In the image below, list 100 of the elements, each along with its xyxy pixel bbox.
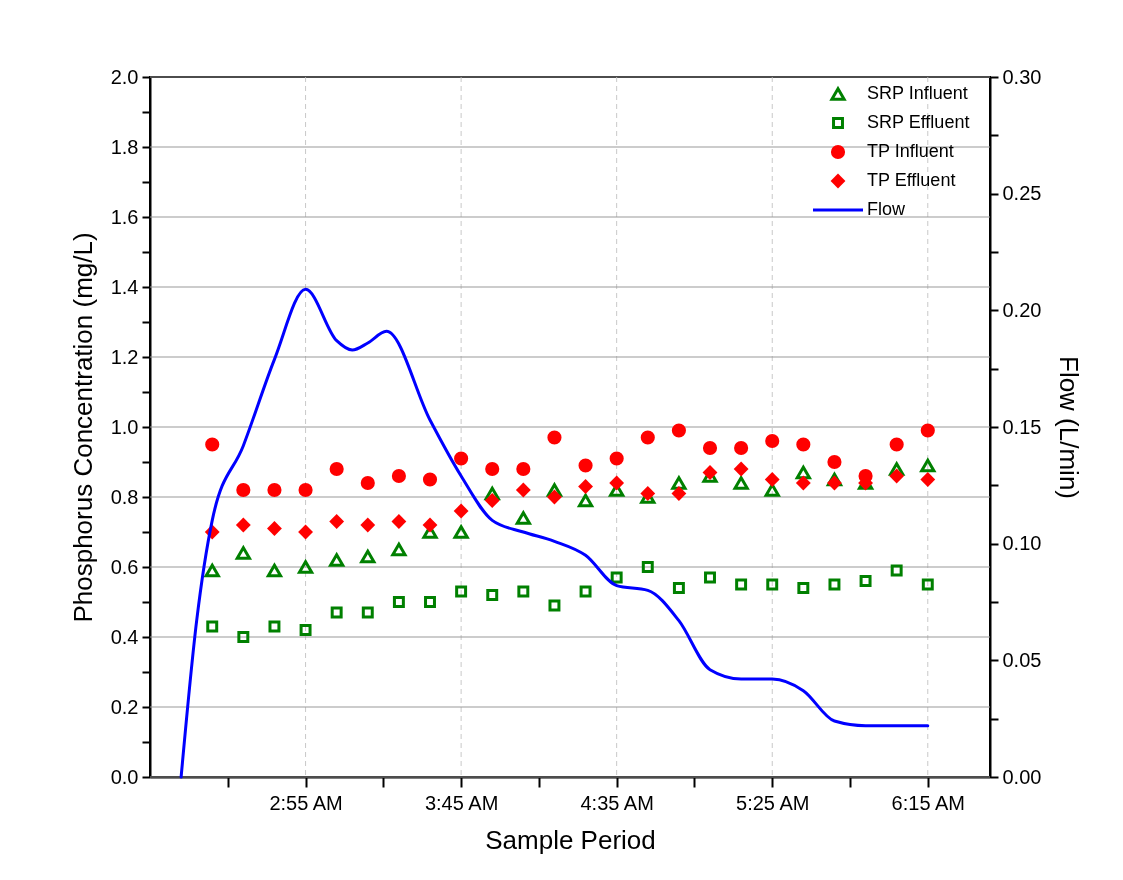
point xyxy=(795,465,811,480)
point xyxy=(237,631,250,643)
x-tick-label: 2:55 AM xyxy=(269,791,343,814)
point xyxy=(422,517,438,533)
point xyxy=(578,479,593,494)
point xyxy=(796,437,811,452)
point xyxy=(484,486,500,501)
y-tick-label: 2.0 xyxy=(110,65,139,88)
legend-label: SRP Effluent xyxy=(867,112,970,132)
legend-label: SRP Influent xyxy=(867,83,968,103)
point xyxy=(329,553,345,567)
legend-label: TP Effluent xyxy=(867,170,956,190)
y-tick-label: 1.8 xyxy=(110,135,139,158)
y-tick-label: 0.0 xyxy=(110,765,139,788)
point xyxy=(548,599,561,612)
point xyxy=(360,517,376,533)
point xyxy=(329,514,345,529)
point xyxy=(672,582,685,594)
point xyxy=(609,475,625,491)
point xyxy=(827,454,842,470)
y2-axis-title: Flow (L/min) xyxy=(1054,355,1085,500)
point xyxy=(298,482,313,498)
point xyxy=(734,440,749,456)
point xyxy=(795,475,811,491)
point xyxy=(453,525,469,539)
point xyxy=(765,433,780,449)
point xyxy=(579,585,592,598)
point xyxy=(329,461,344,477)
point xyxy=(267,521,282,536)
point xyxy=(484,493,500,508)
point xyxy=(610,571,623,584)
y2-tick-label: 0.20 xyxy=(1002,298,1042,321)
y2-tick-label: 0.05 xyxy=(1002,648,1042,671)
point xyxy=(671,476,687,490)
point xyxy=(766,578,779,591)
y-tick-label: 0.2 xyxy=(110,695,139,718)
point xyxy=(299,624,312,636)
x-axis-title: Sample Period xyxy=(485,824,656,855)
point xyxy=(235,546,251,560)
point xyxy=(546,483,563,497)
y2-tick-label: 0.00 xyxy=(1002,765,1042,788)
point xyxy=(547,430,562,445)
y-tick-label: 0.4 xyxy=(110,625,139,648)
point xyxy=(422,472,438,487)
point xyxy=(764,483,780,497)
point xyxy=(577,493,594,508)
x-tick-label: 6:15 AM xyxy=(891,791,965,814)
point xyxy=(391,514,407,529)
point xyxy=(236,482,251,498)
point xyxy=(797,582,810,594)
y2-tick-label: 0.25 xyxy=(1002,182,1042,205)
point xyxy=(360,549,376,564)
y-tick-label: 1.2 xyxy=(110,345,139,368)
point xyxy=(206,620,219,633)
x-tick-label: 3:45 AM xyxy=(424,791,499,814)
point xyxy=(360,475,375,491)
point xyxy=(266,563,283,578)
legend-label: TP Influent xyxy=(867,141,954,161)
y2-tick-label: 0.15 xyxy=(1002,415,1042,438)
point xyxy=(453,503,469,519)
point xyxy=(920,423,935,438)
point xyxy=(204,563,220,578)
y-axis-title: Phosphorus Concentration (mg/L) xyxy=(67,232,98,623)
point xyxy=(921,578,934,591)
point xyxy=(671,423,686,438)
point xyxy=(267,482,282,498)
x-tick-label: 4:35 AM xyxy=(580,791,654,814)
point xyxy=(859,575,872,587)
line-series xyxy=(179,287,930,779)
point xyxy=(454,451,469,466)
point xyxy=(391,468,406,484)
point xyxy=(733,476,749,490)
point xyxy=(671,486,687,501)
x-tick-label: 5:25 AM xyxy=(736,791,810,814)
point xyxy=(235,517,251,533)
y-tick-label: 0.8 xyxy=(110,485,139,508)
legend-label: Flow xyxy=(867,199,906,219)
point xyxy=(889,462,905,476)
y-tick-label: 1.6 xyxy=(110,205,139,228)
point xyxy=(764,472,780,487)
point xyxy=(205,437,220,452)
point xyxy=(392,596,405,608)
point xyxy=(516,461,531,477)
point xyxy=(486,589,499,601)
point xyxy=(889,437,904,452)
point xyxy=(515,511,531,525)
point xyxy=(609,451,624,466)
point xyxy=(515,482,531,498)
point xyxy=(485,461,500,477)
point xyxy=(424,596,436,608)
y2-tick-label: 0.10 xyxy=(1002,532,1042,555)
point xyxy=(268,620,281,633)
point xyxy=(704,571,716,584)
point xyxy=(828,578,841,591)
y-tick-label: 1.0 xyxy=(110,415,139,438)
point xyxy=(920,472,936,487)
point xyxy=(733,461,749,477)
point xyxy=(641,561,654,573)
point xyxy=(330,606,343,619)
point xyxy=(890,564,903,577)
